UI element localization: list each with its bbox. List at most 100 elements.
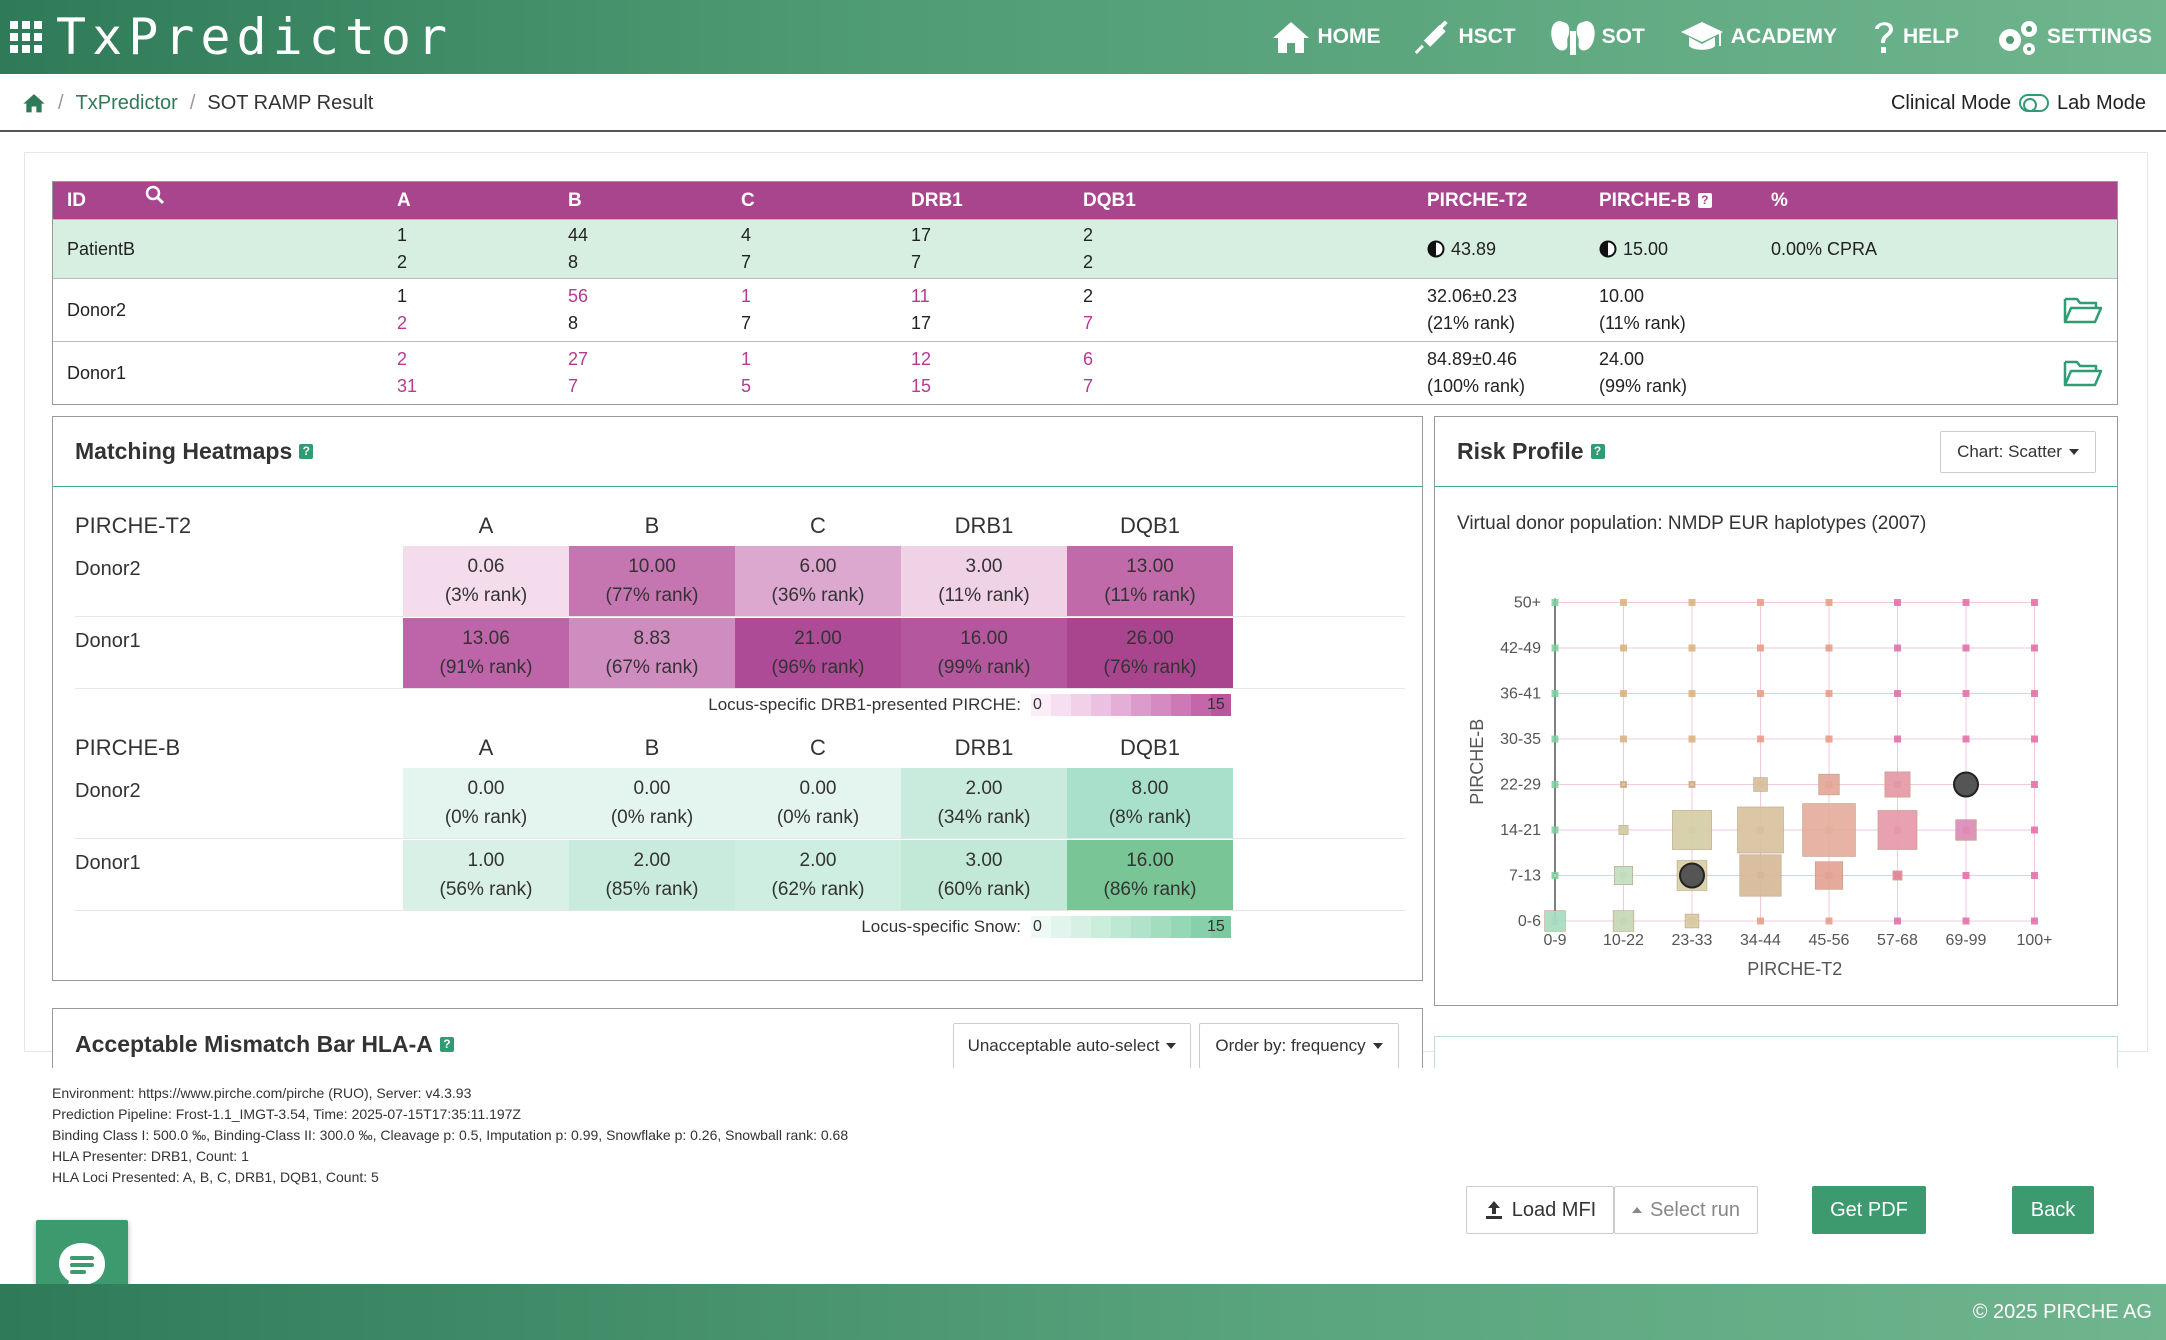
unacceptable-auto-select-dropdown[interactable]: Unacceptable auto-select [953,1023,1191,1068]
load-mfi-button[interactable]: Load MFI [1466,1186,1614,1234]
nav-home-label: HOME [1317,25,1381,48]
heatmap-cell[interactable]: 21.00 (96% rank) [735,618,901,688]
risk-scatter-chart[interactable]: 0-9 10-22 23-33 34-44 45-56 57-68 69-99 100+ 0-6… [1455,547,2075,987]
kidneys-icon [1550,21,1595,55]
brand-logo-icon [10,21,42,53]
heatmap-cell[interactable]: 16.00 (86% rank) [1067,840,1233,910]
heatmap-cell[interactable]: 2.00 (34% rank) [901,768,1067,838]
legend-color-scale: 0 15 [1031,916,1231,938]
donor-row[interactable]: Donor1 2 31 27 7 1 5 12 15 6 7 84.89±0.46 (100% rank… [53,341,2117,404]
population-square [1618,825,1629,835]
nav-help[interactable]: HELP [1871,18,1959,56]
population-square [1684,913,1700,929]
caret-down-icon [1166,1043,1177,1049]
patient-drb1: 17 7 [911,225,932,272]
grid-point [2031,826,2038,834]
caret-up-icon [1631,1207,1642,1213]
nav-academy[interactable]: ACADEMY [1679,20,1837,54]
acceptable-mismatch-title: Acceptable Mismatch Bar HLA-A [75,1031,433,1057]
mode-toggle[interactable] [2019,94,2050,112]
brand[interactable]: TxPredictor [10,6,453,68]
half-circle-icon [1599,240,1617,258]
grid-point [1620,690,1627,697]
legend-max: 15 [1207,696,1225,713]
population-square [1672,810,1712,850]
grid-point [1757,690,1764,697]
x-tick-label: 45-56 [1809,932,1850,949]
heatmap-cell[interactable]: 0.06 (3% rank) [403,546,569,616]
grid-point [1962,917,1970,925]
heatmap-cell[interactable]: 8.00 (8% rank) [1067,768,1233,838]
help-icon[interactable]: ? [1590,444,1605,459]
population-square [1818,773,1840,796]
population-square [1802,803,1856,857]
environment-info: Environment: https://www.pirche.com/pirc… [52,1083,848,1188]
grid-point [1551,644,1559,652]
help-icon[interactable]: ? [1697,193,1712,208]
heatmap-cell[interactable]: 13.00 (11% rank) [1067,546,1233,616]
graduation-cap-icon [1680,22,1723,50]
grid-point [1688,735,1696,743]
legend-min: 0 [1033,696,1042,713]
chat-icon [59,1243,105,1290]
risk-title: Risk Profile [1457,438,1584,464]
clinical-mode-label: Clinical Mode [1890,91,2012,114]
grid-point [1962,872,1970,879]
help-icon[interactable]: ? [439,1037,454,1052]
heatmap-cell[interactable]: 3.00 (11% rank) [901,546,1067,616]
grid-point [1825,735,1833,743]
x-tick-label: 34-44 [1740,932,1781,949]
donor-b: 27 7 [568,349,589,396]
donor-id: Donor2 [67,299,127,320]
col-drb1: DRB1 [911,190,963,211]
heatmap-legend: Locus-specific DRB1-presented PIRCHE: 0 15 [708,694,1231,716]
order-by-dropdown[interactable]: Order by: frequency [1199,1023,1399,1068]
donor-pirche-b: 24.00 (99% rank) [1599,349,1688,396]
donor-pirche-b: 10.00 (11% rank) [1599,286,1686,333]
open-folder-icon[interactable] [2063,358,2103,388]
heatmap-cell[interactable]: 3.00 (60% rank) [901,840,1067,910]
back-button[interactable]: Back [2012,1186,2094,1234]
nav-settings[interactable]: SETTINGS [1993,18,2152,56]
breadcrumb-app-link[interactable]: TxPredictor [75,91,178,114]
nav-home[interactable]: HOME [1271,20,1380,54]
home-icon[interactable] [22,93,46,113]
search-icon[interactable] [145,185,165,205]
heatmap-section-title: PIRCHE-B [75,735,181,760]
y-tick-label: 50+ [1514,595,1541,612]
nav-hsct[interactable]: HSCT [1414,18,1516,56]
y-tick-label: 42-49 [1500,640,1541,657]
heatmap-cell[interactable]: 6.00 (36% rank) [735,546,901,616]
heatmap-cell[interactable]: 2.00 (62% rank) [735,840,901,910]
grid-point [1551,735,1559,743]
heatmap-cell[interactable]: 0.00 (0% rank) [735,768,901,838]
chart-type-dropdown[interactable]: Chart: Scatter [1940,431,2096,473]
help-icon[interactable]: ? [299,444,314,459]
select-run-button[interactable]: Select run [1614,1186,1758,1234]
heatmap-cell[interactable]: 0.00 (0% rank) [403,768,569,838]
heatmap-cell[interactable]: 16.00 (99% rank) [901,618,1067,688]
y-tick-label: 22-29 [1500,777,1541,794]
heatmap-cell[interactable]: 10.00 (77% rank) [569,546,735,616]
x-tick-label: 100+ [2016,932,2052,949]
grid-point [1962,644,1970,652]
heatmap-cell[interactable]: 1.00 (56% rank) [403,840,569,910]
y-tick-label: 0-6 [1518,913,1541,930]
heatmap-cell[interactable]: 8.83 (67% rank) [569,618,735,688]
open-folder-icon[interactable] [2063,295,2103,325]
mode-switch: Clinical Mode Lab Mode [1891,74,2146,132]
nav-sot[interactable]: SOT [1550,17,1645,57]
x-tick-label: 69-99 [1946,932,1987,949]
heatmap-cell[interactable]: 13.06 (91% rank) [403,618,569,688]
donor-row[interactable]: Donor2 1 2 56 8 1 7 11 17 2 7 32.06±0.23 (21% rank) 1… [53,278,2117,341]
grid-point [1825,690,1833,697]
heatmap-cell[interactable]: 0.00 (0% rank) [569,768,735,838]
nav-hsct-label: HSCT [1458,25,1516,48]
risk-header: Risk Profile ? [1435,417,2117,487]
heatmap-cell[interactable]: 26.00 (76% rank) [1067,618,1233,688]
get-pdf-button[interactable]: Get PDF [1812,1186,1926,1234]
heatmap-cell[interactable]: 2.00 (85% rank) [569,840,735,910]
